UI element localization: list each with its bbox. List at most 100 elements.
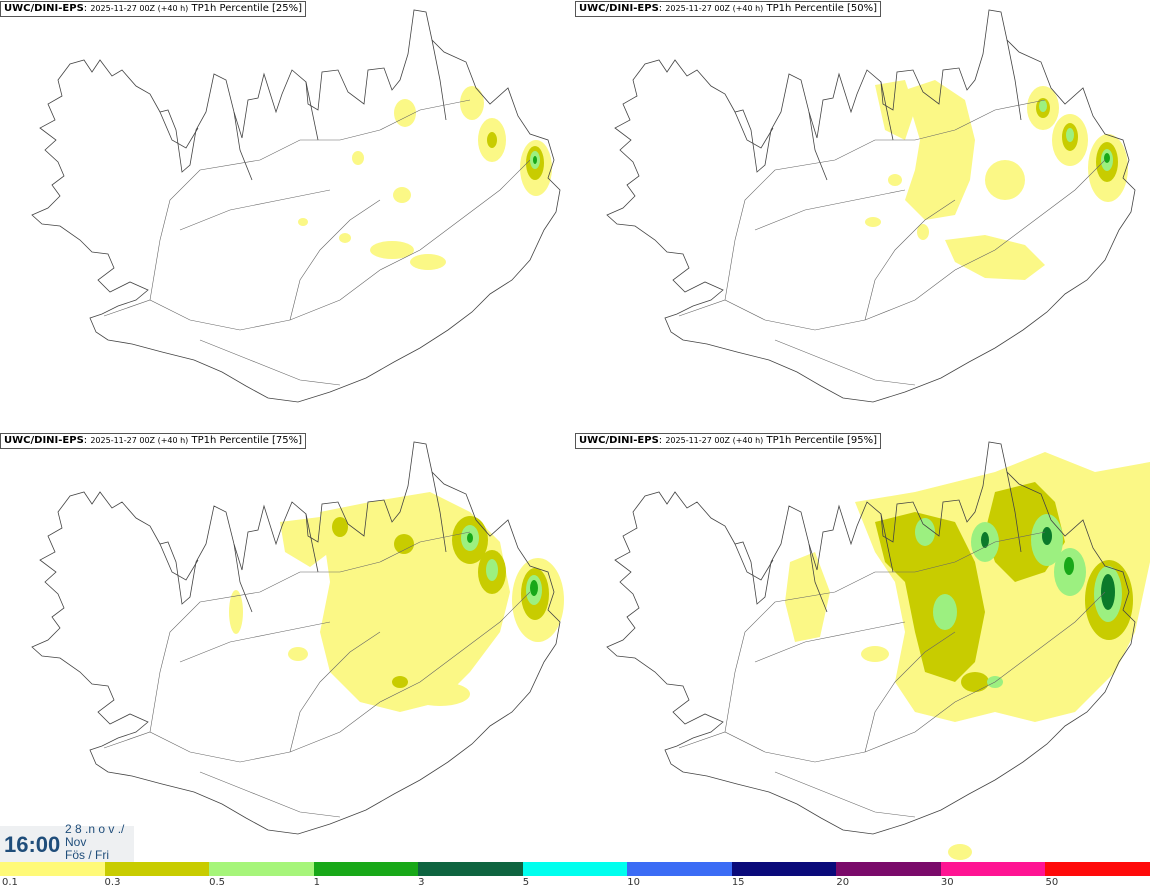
precip-area [530, 580, 538, 596]
precip-area [985, 160, 1025, 200]
legend-tick-label: 20 [836, 877, 850, 888]
month-label: Nov [65, 835, 87, 849]
coastline [606, 9, 1136, 403]
precip-area [410, 682, 470, 706]
precip-area [961, 672, 989, 692]
coastline [606, 441, 1136, 835]
precip-areas [298, 86, 552, 270]
precip-area [339, 233, 351, 243]
precip-area [288, 647, 308, 661]
precip-area [394, 99, 416, 127]
model-name: UWC/DINI-EPS [4, 3, 84, 14]
precip-area [410, 254, 446, 270]
legend-tick-label: 0.5 [209, 877, 225, 888]
precip-areas [785, 452, 1150, 860]
panel-title: UWC/DINI-EPS: 2025-11-27 00Z (+40 h) TP1… [0, 1, 307, 17]
precip-area [1101, 574, 1115, 610]
precip-area [888, 174, 902, 186]
legend-tick-label: 5 [522, 877, 530, 888]
legend-tick-label: 1 [313, 877, 320, 888]
precip-area [460, 86, 484, 120]
panel-title: UWC/DINI-EPS: 2025-11-27 00Z (+40 h) TP1… [575, 1, 882, 17]
precip-area [370, 241, 414, 259]
legend-swatch [940, 862, 1046, 876]
run-time: 2025-11-27 00Z (+40 h) [90, 436, 189, 445]
roads [678, 531, 1106, 818]
legend-tick-label: 50 [1045, 877, 1059, 888]
legend-swatch [209, 862, 314, 876]
model-name: UWC/DINI-EPS [579, 435, 659, 446]
precip-area [1039, 100, 1047, 112]
precip-area [1104, 153, 1110, 163]
legend-swatch [418, 862, 523, 876]
map-panel-75: UWC/DINI-EPS: 2025-11-27 00Z (+40 h) TP1… [0, 432, 575, 864]
legend-swatch [522, 862, 628, 876]
precip-area [332, 517, 348, 537]
legend-ticks: 0.1 0.3 0.5 1 3 5 10 15 20 30 50 [0, 877, 1150, 889]
precip-area [393, 187, 411, 203]
precip-area [533, 156, 537, 164]
run-time: 2025-11-27 00Z (+40 h) [90, 4, 189, 13]
valid-time: 16:00 [4, 832, 61, 857]
map-panel-50: UWC/DINI-EPS: 2025-11-27 00Z (+40 h) TP1… [575, 0, 1150, 432]
panel-title: UWC/DINI-EPS: 2025-11-27 00Z (+40 h) TP1… [575, 433, 882, 449]
precip-area [392, 676, 408, 688]
map-panel-95: UWC/DINI-EPS: 2025-11-27 00Z (+40 h) TP1… [575, 432, 1150, 864]
field-name: TP1h Percentile [50%] [766, 3, 878, 14]
precip-area [875, 512, 985, 682]
legend-tick-label: 15 [731, 877, 745, 888]
field-name: TP1h Percentile [95%] [766, 435, 878, 446]
valid-time-box: 16:00 2 8 .n o v ./ Nov Fös / Fri [0, 823, 134, 864]
precip-area [467, 533, 473, 543]
precip-area [229, 590, 243, 634]
coastline [31, 9, 561, 403]
iceland-map [606, 9, 1136, 403]
legend-tick-label: 0.1 [2, 877, 18, 888]
legend-swatch [1045, 862, 1150, 876]
precip-area [785, 552, 830, 642]
precip-area [1066, 128, 1074, 142]
legend-swatch [0, 862, 105, 876]
legend-tick-label: 30 [940, 877, 954, 888]
precip-area [875, 80, 915, 140]
legend-swatch [627, 862, 732, 876]
weekday-label: Fös / Fri [65, 848, 109, 862]
field-name: TP1h Percentile [75%] [191, 435, 303, 446]
roads [103, 531, 531, 818]
legend-swatch [836, 862, 941, 876]
precip-area [865, 217, 881, 227]
precip-area [948, 844, 972, 860]
precip-area [915, 518, 935, 546]
run-time: 2025-11-27 00Z (+40 h) [665, 4, 764, 13]
precip-area [298, 218, 308, 226]
roads [678, 99, 1106, 386]
precip-area [486, 559, 498, 581]
precip-area [352, 151, 364, 165]
legend-swatch [313, 862, 419, 876]
panel-title: UWC/DINI-EPS: 2025-11-27 00Z (+40 h) TP1… [0, 433, 307, 449]
iceland-map [31, 9, 561, 403]
precip-area [1042, 527, 1052, 545]
precip-area [394, 534, 414, 554]
date-line: 2 8 .n o v ./ [65, 822, 125, 836]
precip-area [280, 517, 330, 567]
precip-areas [229, 492, 564, 712]
precip-area [981, 532, 989, 548]
precip-areas [865, 80, 1128, 280]
legend-tick-label: 10 [627, 877, 640, 888]
precip-area [487, 132, 497, 148]
map-panel-25: UWC/DINI-EPS: 2025-11-27 00Z (+40 h) TP1… [0, 0, 575, 432]
color-legend [0, 862, 1150, 876]
valid-date: 2 8 .n o v ./ Nov Fös / Fri [65, 823, 124, 862]
precip-area [917, 224, 929, 240]
iceland-map [31, 441, 564, 835]
field-name: TP1h Percentile [25%] [191, 3, 303, 14]
run-time: 2025-11-27 00Z (+40 h) [665, 436, 764, 445]
precip-area [1064, 557, 1074, 575]
precip-area [945, 235, 1045, 280]
legend-swatch [731, 862, 837, 876]
model-name: UWC/DINI-EPS [579, 3, 659, 14]
legend-tick-label: 3 [418, 877, 425, 888]
coastline [31, 441, 561, 835]
precip-area [933, 594, 957, 630]
